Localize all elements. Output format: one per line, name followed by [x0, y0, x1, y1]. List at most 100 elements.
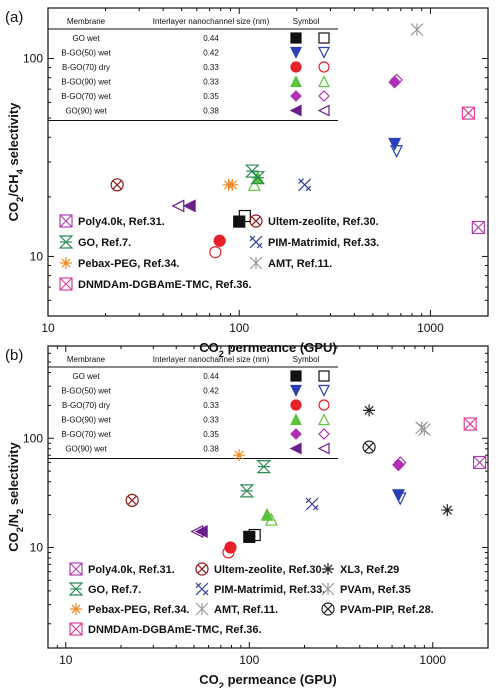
legend-item: XL3, Ref.29	[322, 563, 399, 576]
reference-point	[362, 440, 376, 454]
table-cell-membrane: B-GO(90) wet	[61, 78, 111, 87]
data-point-open	[247, 177, 261, 191]
table-cell-membrane: B-GO(90) wet	[61, 416, 111, 425]
table-cell-size: 0.35	[203, 92, 219, 101]
reference-point	[410, 23, 424, 37]
table-row: B-GO(90) wet 0.33	[61, 75, 330, 88]
table-symbol-filled	[290, 61, 302, 73]
y-axis: 10 100	[23, 52, 488, 317]
table-cell-membrane: GO(90) wet	[65, 107, 107, 116]
table-cell-size: 0.42	[203, 49, 219, 58]
x-axis-title: CO2 permeance (GPU)	[199, 672, 336, 688]
table-symbol-filled	[290, 413, 302, 426]
table-cell-membrane: GO wet	[72, 34, 100, 43]
legend-item: Pebax-PEG, Ref.34.	[70, 603, 190, 616]
table-header-symbol: Symbol	[293, 17, 320, 26]
legend-marker	[321, 582, 335, 596]
data-point-open	[248, 528, 261, 542]
table-symbol-filled	[290, 370, 302, 382]
table-header-size: Interlayer nanochannel size (nm)	[153, 17, 270, 26]
x-tick-label: 100	[229, 321, 249, 335]
x-tick-label: 10	[59, 653, 73, 667]
legend-item: DNMDAm-DGBAmE-TMC, Ref.36.	[69, 622, 262, 636]
y-axis: 10 100	[23, 345, 488, 625]
table-cell-membrane: B-GO(50) wet	[61, 49, 111, 58]
table-row: B-GO(90) wet 0.33	[61, 413, 330, 426]
reference-point	[363, 404, 376, 417]
reference-point	[250, 171, 266, 185]
y-axis-title: CO2/CH4 selectivity	[6, 102, 25, 222]
reference-point	[110, 178, 124, 192]
table-cell-size: 0.35	[203, 430, 219, 439]
table-row: GO(90) wet 0.38	[65, 104, 330, 117]
table-symbol-filled	[290, 32, 302, 44]
legend-item: Poly4.0k, Ref.31.	[59, 214, 165, 228]
table-row: B-GO(70) dry 0.33	[62, 399, 330, 411]
table-cell-size: 0.38	[203, 445, 219, 454]
table-symbol-open	[318, 46, 330, 59]
legend-label: PIM-Matrimid, Ref.33.	[268, 237, 379, 249]
data-point-filled	[182, 199, 196, 213]
membrane-table: Membrane Interlayer nanochannel size (nm)…	[48, 355, 338, 459]
table-row: B-GO(50) wet 0.42	[61, 384, 330, 397]
plot-frame	[47, 345, 489, 649]
table-cell-membrane: B-GO(70) wet	[61, 430, 111, 439]
table-symbol-filled	[290, 428, 302, 440]
legend-label: GO, Ref.7.	[78, 237, 131, 249]
y-tick-label: 10	[30, 249, 44, 263]
legend-label: PVAm, Ref.35	[340, 584, 411, 596]
data-point-open	[190, 525, 204, 538]
data-point-filled	[388, 137, 402, 151]
legend-item: GO, Ref.7.	[58, 235, 131, 249]
data-point-filled	[388, 75, 402, 89]
legend-label: PIM-Matrimid, Ref.33.	[214, 584, 325, 596]
legend-item: PVAm-PIP, Ref.28.	[321, 602, 434, 616]
table-symbol-open	[318, 384, 330, 397]
membrane-table: Membrane Interlayer nanochannel size (nm)…	[48, 17, 338, 121]
legend-label: DNMDAm-DGBAmE-TMC, Ref.36.	[88, 624, 262, 636]
table-symbol-open	[318, 370, 330, 382]
reference-point	[463, 417, 477, 431]
table-row: GO wet 0.44	[72, 32, 330, 44]
legend: Poly4.0k, Ref.31. Ultem-zeolite, Ref.30. G…	[58, 214, 379, 291]
legend-label: Pebax-PEG, Ref.34.	[78, 258, 180, 270]
series-this-work	[190, 456, 407, 559]
data-point-open	[222, 546, 235, 559]
legend-marker	[58, 235, 74, 249]
reference-point	[298, 178, 312, 192]
table-symbol-open	[318, 61, 330, 73]
table-cell-size: 0.33	[203, 63, 219, 72]
data-point-open	[238, 209, 251, 223]
x-tick-label: 10	[41, 321, 55, 335]
table-symbol-open	[318, 90, 330, 102]
legend-marker	[70, 603, 82, 615]
table-symbol-open	[317, 104, 330, 117]
table-cell-size: 0.33	[203, 401, 219, 410]
reference-point	[256, 460, 272, 474]
legend-marker	[322, 563, 334, 575]
table-cell-size: 0.44	[203, 372, 219, 381]
table-cell-size: 0.38	[203, 107, 219, 116]
y-tick-label: 10	[30, 540, 44, 554]
data-point-filled	[213, 234, 226, 247]
table-cell-membrane: GO(90) wet	[65, 445, 107, 454]
reference-point	[461, 106, 476, 120]
series-this-work	[171, 73, 404, 259]
table-symbol-open	[318, 413, 330, 426]
legend-marker	[321, 602, 335, 616]
data-point-open	[171, 199, 185, 213]
reference-point	[473, 455, 487, 470]
reference-point	[239, 484, 255, 498]
legend-marker	[69, 622, 83, 636]
data-point-open	[209, 246, 222, 259]
table-symbol-open	[318, 399, 330, 411]
legend-item: PIM-Matrimid, Ref.33.	[249, 235, 379, 249]
table-header-membrane: Membrane	[67, 355, 106, 364]
data-point-filled	[392, 458, 405, 472]
reference-point	[471, 220, 485, 235]
x-tick-label: 100	[239, 653, 259, 667]
y-tick-label: 100	[23, 52, 43, 66]
legend-item: DNMDAm-DGBAmE-TMC, Ref.36.	[59, 277, 252, 291]
table-row: B-GO(70) wet 0.35	[61, 90, 330, 102]
